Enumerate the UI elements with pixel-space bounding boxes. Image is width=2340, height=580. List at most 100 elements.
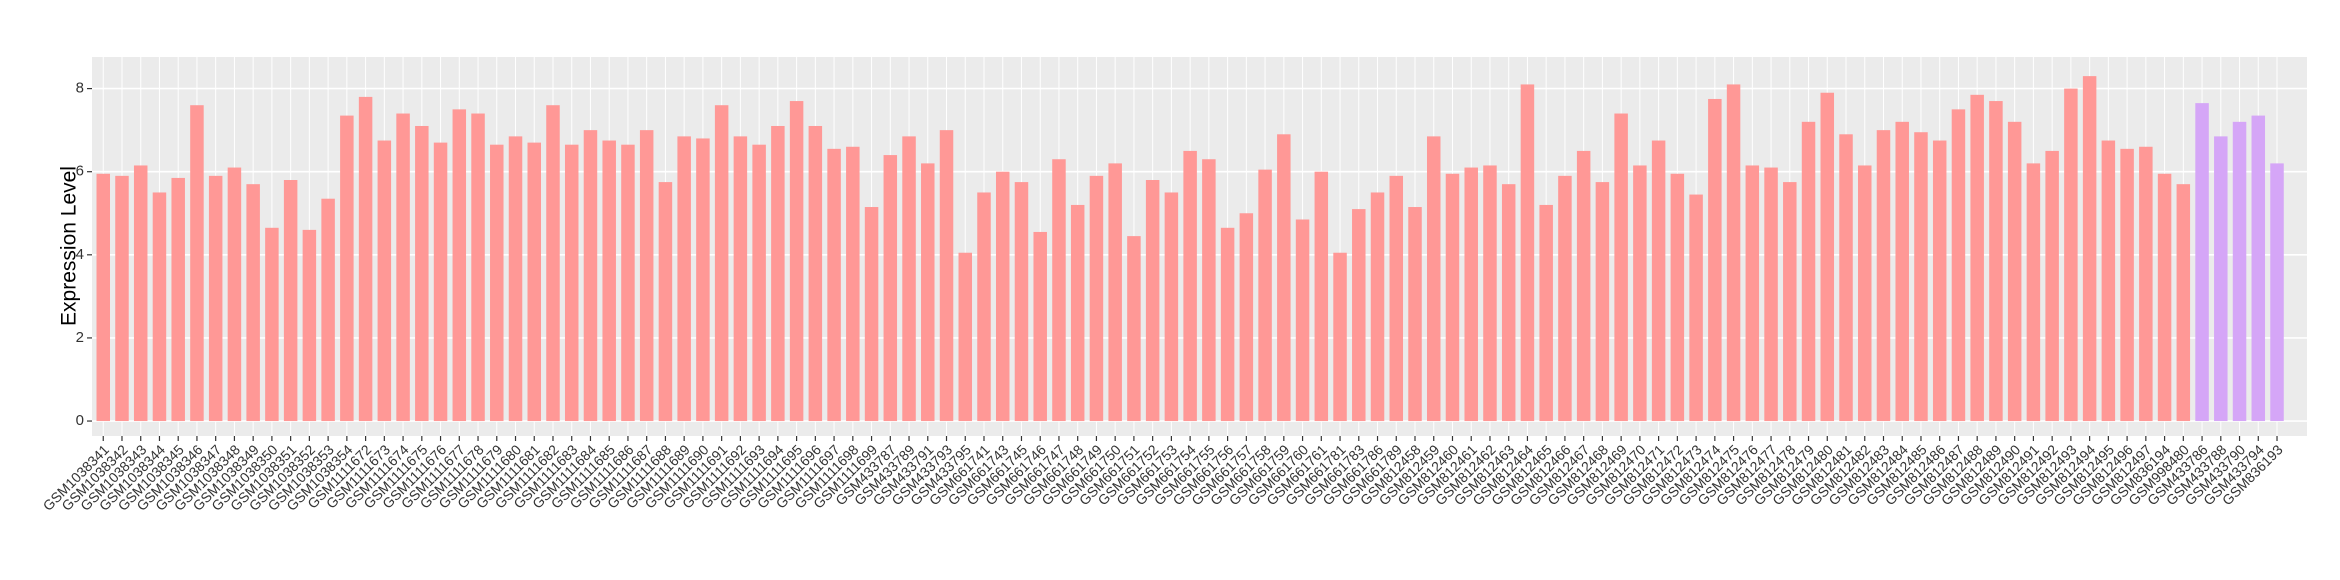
bar [658, 182, 673, 422]
bar [958, 252, 973, 422]
bar [808, 125, 823, 422]
bar [1895, 121, 1909, 422]
bar [2120, 148, 2134, 422]
bar [2064, 88, 2078, 422]
bar [283, 180, 298, 422]
bar [246, 184, 260, 422]
y-tick-label: 8 [76, 80, 84, 97]
bar [752, 144, 766, 422]
bar [433, 142, 448, 422]
bar [1464, 167, 1478, 422]
bar [96, 173, 110, 422]
bar [546, 105, 560, 422]
bar [508, 136, 523, 422]
bar [1501, 184, 1516, 422]
bar [1745, 165, 1760, 422]
bar [1220, 227, 1235, 422]
bar [1370, 192, 1385, 422]
bar [883, 155, 898, 422]
bar [1239, 213, 1254, 422]
bar [1783, 182, 1797, 422]
bar [1052, 159, 1066, 422]
bar [1970, 94, 1984, 422]
bar [2007, 121, 2022, 422]
bar [1764, 167, 1778, 422]
bar [639, 130, 654, 422]
bar [2176, 184, 2191, 422]
bar [1726, 84, 1741, 422]
bar [771, 125, 785, 422]
bar [621, 144, 635, 422]
bar [1708, 98, 1722, 422]
bar [2270, 163, 2284, 422]
bar [265, 227, 279, 422]
bar [1426, 136, 1441, 422]
bar [1277, 134, 1291, 422]
bar [2232, 121, 2247, 422]
bar [1614, 113, 1628, 422]
bar [733, 136, 748, 422]
bar [1576, 150, 1591, 422]
bar [1932, 140, 1947, 422]
bar [2157, 173, 2172, 422]
bar [190, 105, 204, 422]
bar [1445, 173, 1460, 422]
bar [1914, 132, 1928, 422]
y-axis-title: Expression Level [58, 166, 81, 326]
bar [1352, 209, 1366, 422]
bar [1820, 92, 1835, 422]
bar [677, 136, 691, 422]
bar [1483, 165, 1497, 422]
bar [1033, 231, 1047, 422]
bar [1202, 159, 1216, 422]
bar [133, 165, 148, 422]
bar [415, 125, 429, 422]
bar [227, 167, 242, 422]
y-tick-label: 2 [76, 329, 84, 346]
bar [714, 105, 729, 422]
bar [490, 144, 504, 422]
bar [302, 229, 317, 422]
bar [527, 142, 541, 422]
bar [564, 144, 579, 422]
bar [1295, 219, 1310, 422]
bar [2139, 146, 2153, 422]
bar [1089, 175, 1104, 422]
bar [2045, 150, 2059, 422]
bar [152, 192, 167, 422]
bar [1689, 194, 1703, 422]
bar [1333, 252, 1347, 422]
bar [1014, 182, 1029, 422]
bar [789, 101, 804, 422]
bar [995, 171, 1010, 422]
bar [1595, 182, 1610, 422]
bar [396, 113, 410, 422]
bar [2026, 163, 2041, 422]
bar [602, 140, 616, 422]
bar [1183, 150, 1197, 422]
bar [1876, 130, 1891, 422]
bar [1651, 140, 1666, 422]
bar [583, 130, 598, 422]
bar [1389, 175, 1404, 422]
bar [902, 136, 916, 422]
bar [208, 175, 223, 422]
bar [1633, 165, 1647, 422]
bar [1558, 175, 1572, 422]
bar [115, 175, 129, 422]
bar [1539, 204, 1553, 422]
bar [1108, 163, 1122, 422]
bar [171, 177, 185, 422]
bar [1127, 236, 1141, 422]
bar [1070, 204, 1085, 422]
y-tick-label: 0 [76, 412, 84, 429]
bar [1801, 121, 1816, 422]
bar [1670, 173, 1685, 422]
bar [1164, 192, 1179, 422]
bar [696, 138, 710, 422]
bar [1258, 169, 1272, 422]
y-tick-label: 4 [76, 246, 84, 263]
bar [471, 113, 485, 422]
bar [2195, 103, 2209, 422]
bar [321, 198, 335, 422]
